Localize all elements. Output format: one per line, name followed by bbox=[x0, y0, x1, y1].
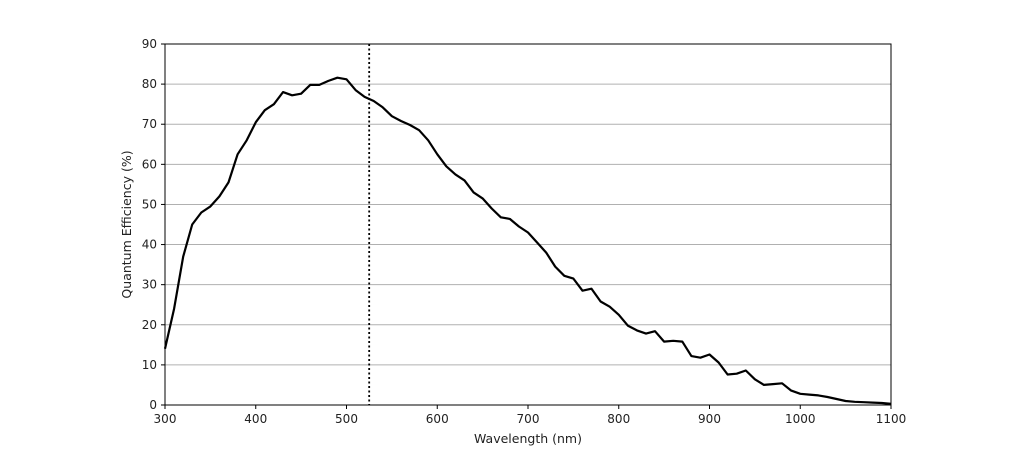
x-axis-ticks: 300 400 500 600 700 800 900 1000 1100 bbox=[154, 405, 907, 426]
series-layer bbox=[163, 76, 892, 405]
x-tick-label: 800 bbox=[607, 412, 630, 426]
qe-series-line bbox=[163, 76, 892, 405]
y-axis-ticks: 0 10 20 30 40 50 60 70 80 90 bbox=[142, 37, 165, 412]
y-tick-label: 60 bbox=[142, 157, 157, 171]
y-tick-label: 90 bbox=[142, 37, 157, 51]
x-tick-label: 700 bbox=[517, 412, 540, 426]
y-tick-label: 80 bbox=[142, 77, 157, 91]
plot-frame bbox=[164, 43, 892, 406]
grid-lines bbox=[165, 83, 891, 366]
y-tick-label: 30 bbox=[142, 278, 157, 292]
y-tick-label: 0 bbox=[149, 398, 157, 412]
y-tick-label: 10 bbox=[142, 358, 157, 372]
x-axis-label: Wavelength (nm) bbox=[474, 431, 582, 446]
x-tick-label: 1100 bbox=[876, 412, 907, 426]
x-tick-label: 600 bbox=[426, 412, 449, 426]
y-axis-label: Quantum Efficiency (%) bbox=[119, 150, 134, 298]
x-tick-label: 300 bbox=[154, 412, 177, 426]
x-tick-label: 900 bbox=[698, 412, 721, 426]
y-tick-label: 70 bbox=[142, 117, 157, 131]
x-tick-label: 1000 bbox=[785, 412, 816, 426]
y-tick-label: 50 bbox=[142, 197, 157, 211]
y-tick-label: 40 bbox=[142, 238, 157, 252]
x-tick-label: 400 bbox=[244, 412, 267, 426]
x-tick-label: 500 bbox=[335, 412, 358, 426]
y-tick-label: 20 bbox=[142, 318, 157, 332]
